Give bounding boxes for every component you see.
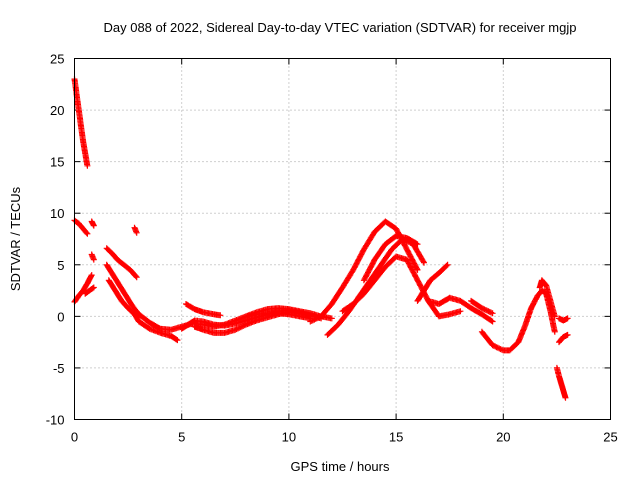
data-series-arc-12 <box>183 301 224 319</box>
plot-frame <box>74 58 611 420</box>
data-series-arc-10 <box>105 277 181 344</box>
data-series-arc-21 <box>468 297 496 317</box>
data-point-markers <box>307 218 421 325</box>
data-point-markers <box>556 331 571 346</box>
data-series-arc-24 <box>556 315 571 324</box>
data-points <box>71 76 571 401</box>
x-tick-label: 5 <box>178 430 185 445</box>
data-series-arc-23 <box>536 277 558 320</box>
x-tick-labels: 0 5 10 15 20 25 <box>71 430 618 445</box>
data-series-arc-20 <box>425 294 496 325</box>
y-axis-label: SDTVAR / TECUs <box>8 186 23 291</box>
grid-lines <box>74 58 611 420</box>
y-tick-label: 10 <box>50 206 64 221</box>
data-series-arc-3 <box>88 218 97 229</box>
x-tick-label: 15 <box>389 430 403 445</box>
y-tick-label: -10 <box>46 413 65 428</box>
data-point-markers <box>556 315 571 324</box>
data-series-arc-25 <box>556 331 571 346</box>
data-point-markers <box>536 277 558 320</box>
y-tick-label: 25 <box>50 52 64 67</box>
x-tick-label: 10 <box>282 430 296 445</box>
y-tick-labels: -10 -5 0 5 10 15 20 25 <box>46 52 65 428</box>
data-point-markers <box>553 364 569 401</box>
data-series-arc-8 <box>103 245 140 281</box>
chart-title: Day 088 of 2022, Sidereal Day-to-day VTE… <box>103 20 576 35</box>
x-tick-label: 20 <box>496 430 510 445</box>
data-point-markers <box>131 224 140 236</box>
data-point-markers <box>183 301 224 319</box>
data-series-arc-15 <box>307 218 421 325</box>
x-tick-label: 0 <box>71 430 78 445</box>
data-point-markers <box>425 294 496 325</box>
data-point-markers <box>468 297 496 317</box>
data-point-markers <box>88 251 97 263</box>
y-tick-label: 20 <box>50 103 64 118</box>
data-point-markers <box>105 277 181 344</box>
data-point-markers <box>414 261 451 304</box>
y-tick-label: 5 <box>57 258 64 273</box>
axis-ticks <box>74 58 611 420</box>
data-point-markers <box>82 284 97 297</box>
data-series-arc-6 <box>82 284 97 297</box>
y-tick-label: 15 <box>50 155 64 170</box>
data-point-markers <box>88 218 97 229</box>
data-series-arc-18 <box>360 232 421 284</box>
data-point-markers <box>103 245 140 281</box>
data-series-arc-26 <box>553 364 569 401</box>
data-point-markers <box>360 232 421 284</box>
x-axis-label: GPS time / hours <box>291 459 390 474</box>
x-tick-label: 25 <box>603 430 617 445</box>
y-tick-label: 0 <box>57 309 64 324</box>
data-series-arc-19 <box>414 261 451 304</box>
y-tick-label: -5 <box>53 361 65 376</box>
data-series-arc-4 <box>131 224 140 236</box>
data-series-arc-7 <box>88 251 97 263</box>
